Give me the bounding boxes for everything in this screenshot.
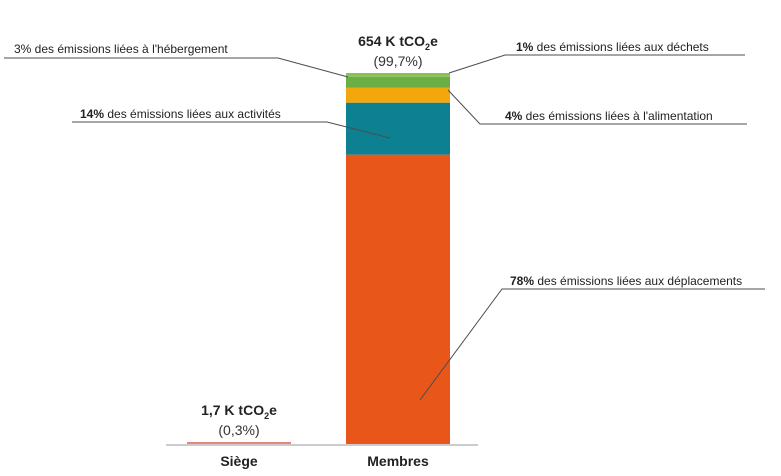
bar-segment-dechets	[346, 73, 450, 77]
total-value-label: 1,7 K tCO2e	[201, 402, 277, 421]
bar-segment-activites	[346, 102, 450, 155]
total-value-label: 654 K tCO2e	[358, 33, 438, 52]
annotation-leader-line	[447, 89, 747, 125]
annotation-label-activites: 14% des émissions liées aux activités	[80, 107, 281, 121]
annotation-leader-line	[72, 121, 391, 139]
category-label: Membres	[367, 453, 429, 469]
bar-segment-alimentation	[346, 87, 450, 103]
annotation-label-hebergement: 3% des émissions liées à l'hébergement	[14, 42, 228, 56]
annotation-leader-line	[4, 57, 349, 78]
annotation-label-alimentation: 4% des émissions liées à l'alimentation	[505, 109, 713, 123]
annotation-leader-line	[419, 288, 765, 401]
annotation-label-dechets: 1% des émissions liées aux déchets	[516, 40, 709, 54]
bar-segment-deplacements	[346, 154, 450, 444]
total-share-label: (99,7%)	[373, 53, 422, 69]
annotation-label-deplacements: 78% des émissions liées aux déplacements	[510, 274, 742, 288]
total-share-label: (0,3%)	[218, 422, 259, 438]
annotation-leader-line	[448, 54, 745, 74]
bar-segment-siege	[187, 442, 291, 444]
category-label: Siège	[220, 453, 258, 469]
bar-segment-hebergement	[346, 76, 450, 88]
